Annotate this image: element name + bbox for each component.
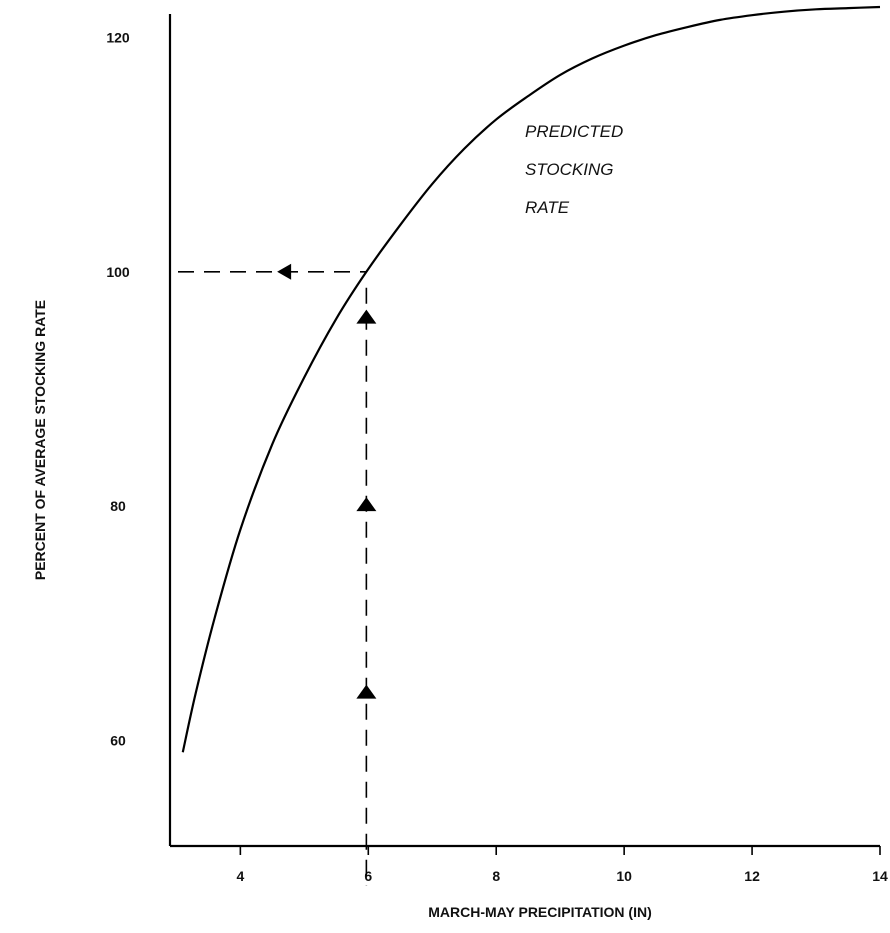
y-tick-label: 120 [106, 29, 130, 45]
y-tick-label: 60 [110, 733, 126, 749]
x-tick-label: 6 [364, 868, 372, 884]
x-tick-label: 14 [872, 868, 888, 884]
up-arrow-icon [356, 497, 377, 512]
up-arrow-icon [356, 309, 377, 324]
y-tick-label: 100 [106, 264, 130, 280]
x-tick-label: 12 [744, 868, 760, 884]
curve-annotation-line: STOCKING [525, 160, 613, 179]
series-layer [181, 5, 881, 753]
left-arrow-icon [277, 263, 292, 280]
x-tick-label: 8 [492, 868, 500, 884]
x-tick-label: 10 [616, 868, 632, 884]
reference-guides [178, 263, 377, 886]
curve-annotation-line: PREDICTED [525, 122, 623, 141]
curve-annotation-line: RATE [525, 198, 570, 217]
x-tick-label: 4 [236, 868, 244, 884]
y-tick-label: 80 [110, 498, 126, 514]
axis-ticks [239, 846, 881, 855]
axes [168, 14, 880, 848]
x-axis-title: MARCH-MAY PRECIPITATION (IN) [428, 904, 651, 920]
up-arrow-icon [356, 684, 377, 699]
predicted-stocking-rate-curve [181, 5, 881, 753]
annotations: PREDICTED STOCKING RATE [525, 122, 623, 217]
y-axis-title: PERCENT OF AVERAGE STOCKING RATE [32, 300, 48, 580]
tick-labels: 4 6 8 10 12 14 60 80 100 120 [106, 29, 888, 884]
